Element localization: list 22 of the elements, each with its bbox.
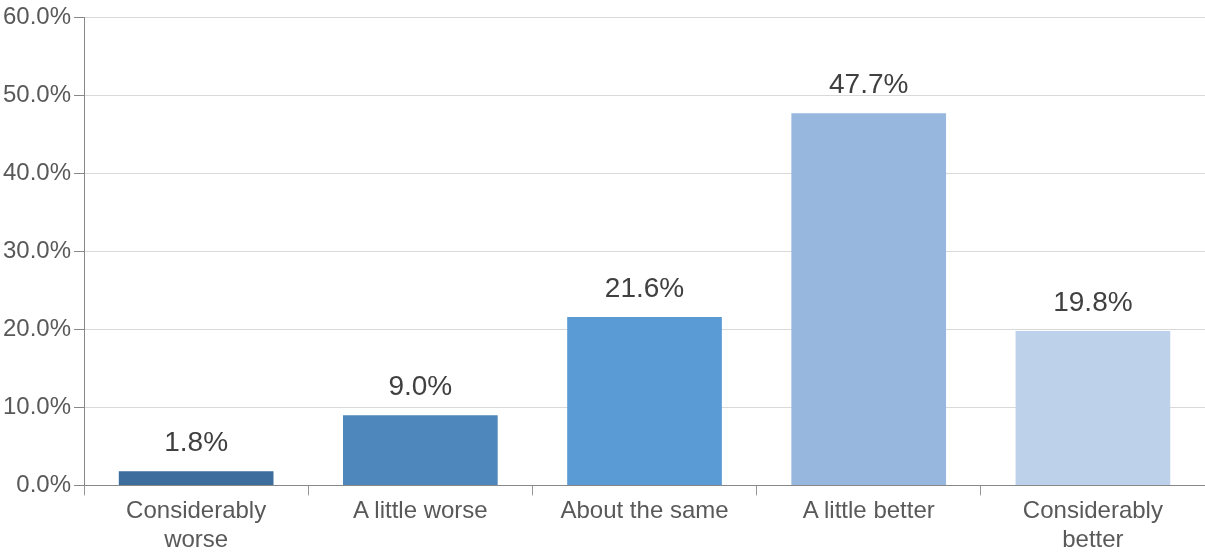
x-tick-label: A little better xyxy=(802,496,935,524)
data-label: 47.7% xyxy=(829,68,909,100)
x-tick-label: About the same xyxy=(560,496,729,524)
bar xyxy=(1015,330,1171,485)
bar xyxy=(342,415,498,485)
y-tick-label: 60.0% xyxy=(2,2,72,30)
x-tick-label: A little worse xyxy=(352,496,488,524)
y-tick-label: 50.0% xyxy=(2,80,72,108)
bar xyxy=(791,113,947,485)
x-tick-label: Considerably worse xyxy=(126,496,267,553)
data-label: 19.8% xyxy=(1053,285,1133,317)
bar xyxy=(567,316,722,485)
data-label: 9.0% xyxy=(388,369,453,401)
y-tick-label: 40.0% xyxy=(2,158,72,186)
x-tick-label: Considerably better xyxy=(1022,496,1163,553)
y-tick-label: 20.0% xyxy=(2,314,72,342)
y-tick-label: 10.0% xyxy=(2,392,72,420)
data-label: 1.8% xyxy=(164,426,229,458)
data-label: 21.6% xyxy=(604,271,685,303)
bar xyxy=(118,471,274,485)
y-tick-label: 30.0% xyxy=(2,236,72,264)
y-tick-label: 0.0% xyxy=(16,470,72,498)
